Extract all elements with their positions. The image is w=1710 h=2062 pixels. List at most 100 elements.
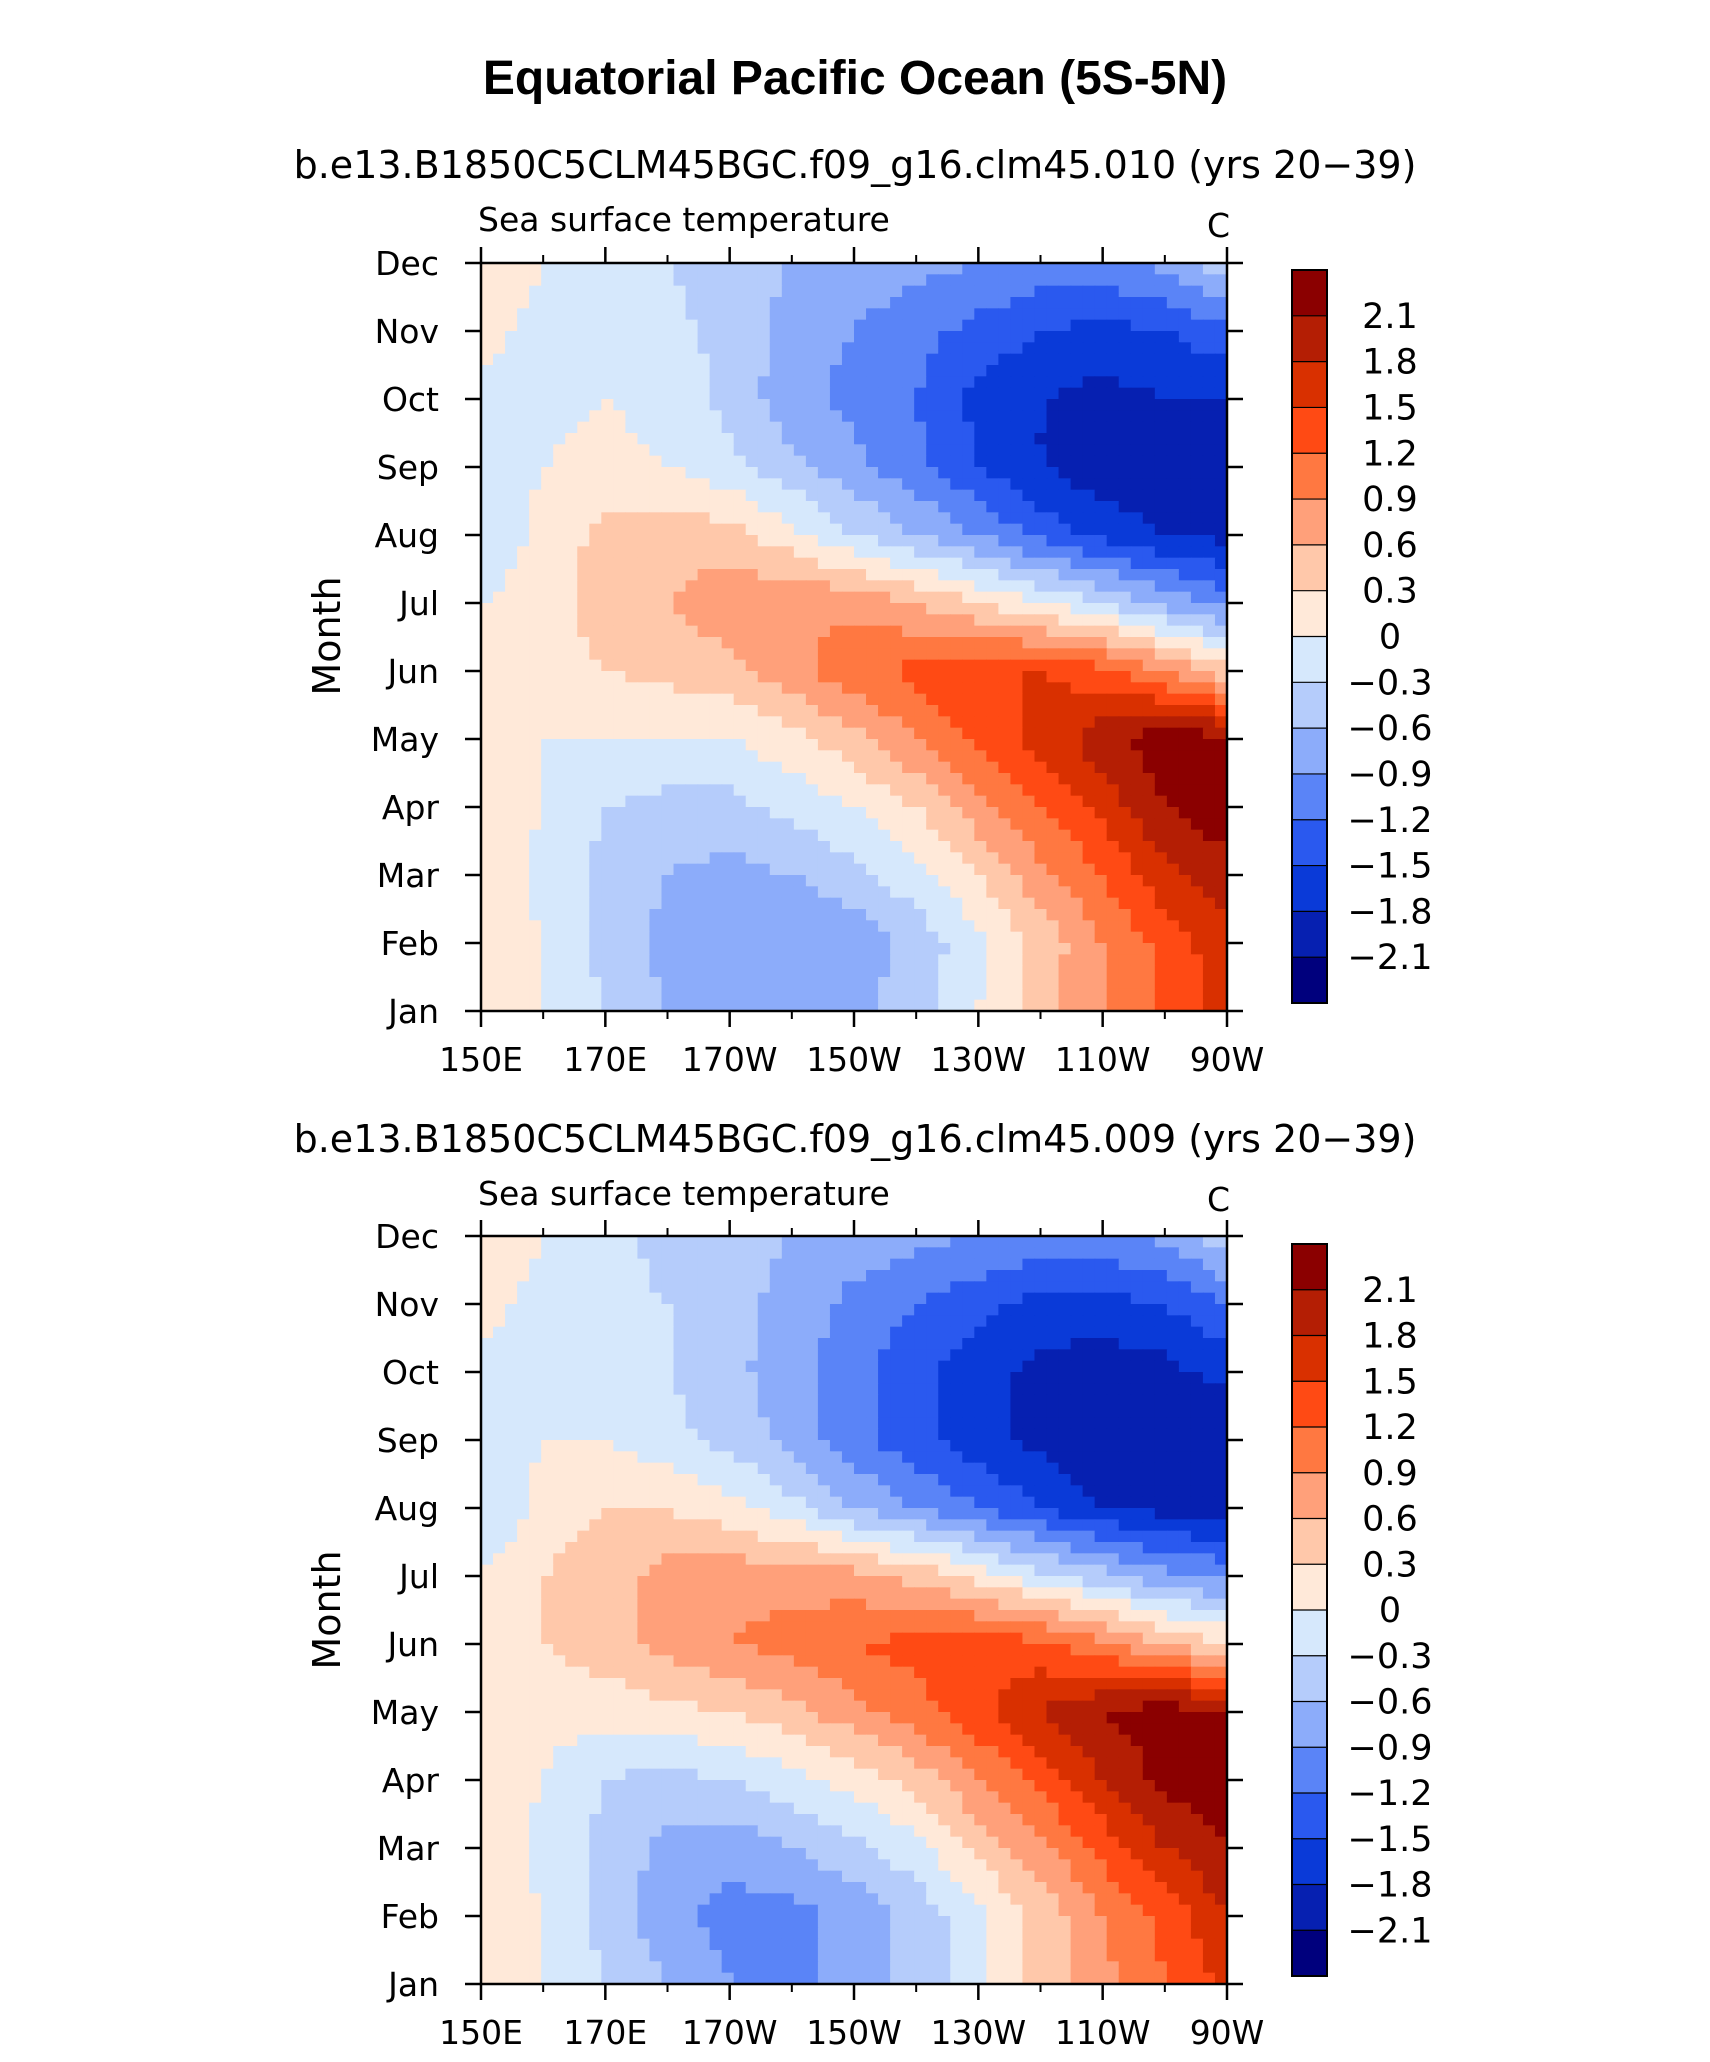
heatmap-cell (817, 512, 831, 525)
heatmap-cell (817, 1338, 831, 1350)
heatmap-cell (950, 1236, 963, 1248)
heatmap-cell (1142, 353, 1156, 366)
heatmap-cell (553, 603, 566, 615)
heatmap-cell (1022, 886, 1036, 899)
heatmap-cell (878, 1270, 891, 1282)
heatmap-cell (854, 807, 867, 819)
heatmap-cell (938, 387, 951, 400)
heatmap-cell (685, 546, 699, 559)
heatmap-cell (517, 353, 530, 366)
colorbar-swatch (1292, 682, 1327, 729)
heatmap-cell (938, 274, 951, 287)
heatmap-cell (493, 1338, 506, 1350)
heatmap-cell (1214, 421, 1228, 434)
heatmap-cell (950, 784, 963, 797)
heatmap-cell (637, 421, 651, 434)
heatmap-cell (733, 965, 747, 978)
heatmap-cell (1166, 999, 1180, 1012)
heatmap-cell (1214, 1292, 1228, 1305)
heatmap-cell (805, 727, 819, 740)
heatmap-cell (769, 648, 783, 661)
heatmap-cell (517, 920, 530, 933)
heatmap-cell (986, 727, 999, 740)
heatmap-cell (745, 954, 759, 967)
heatmap-cell (589, 852, 602, 865)
heatmap-cell (926, 897, 939, 910)
heatmap-cell (805, 920, 819, 933)
heatmap-cell (817, 875, 831, 887)
heatmap-cell (878, 999, 891, 1012)
heatmap-cell (541, 1258, 554, 1271)
heatmap-cell (745, 829, 759, 842)
heatmap-cell (1166, 1326, 1180, 1339)
heatmap-cell (493, 988, 506, 1001)
heatmap-cell (938, 501, 951, 513)
heatmap-cell (1046, 739, 1060, 751)
heatmap-cell (673, 943, 687, 955)
heatmap-cell (817, 1360, 831, 1373)
heatmap-cell (854, 909, 867, 921)
heatmap-cell (1022, 852, 1036, 865)
heatmap-cell (709, 818, 723, 831)
heatmap-cell (625, 784, 639, 797)
heatmap-cell (493, 943, 506, 955)
heatmap-cell (517, 1247, 530, 1260)
heatmap-cell (1094, 693, 1108, 706)
heatmap-cell (649, 625, 663, 638)
heatmap-cell (577, 455, 590, 468)
heatmap-cell (697, 467, 711, 479)
heatmap-cell (1142, 954, 1156, 967)
heatmap-cell (661, 1315, 675, 1328)
heatmap-cell (1130, 512, 1144, 525)
heatmap-cell (577, 931, 590, 944)
heatmap-cell (637, 841, 651, 853)
heatmap-cell (709, 637, 723, 649)
heatmap-cell (1010, 433, 1024, 445)
heatmap-cell (841, 1292, 855, 1305)
heatmap-cell (661, 1326, 675, 1339)
heatmap-cell (890, 478, 903, 491)
heatmap-cell (505, 387, 518, 400)
heatmap-cell (757, 886, 771, 899)
heatmap-cell (950, 1247, 963, 1260)
heatmap-cell (613, 705, 626, 717)
heatmap-cell (1034, 263, 1048, 275)
heatmap-cell (1094, 807, 1108, 819)
heatmap-cell (553, 727, 566, 740)
heatmap-cell (745, 1292, 759, 1305)
heatmap-cell (1130, 433, 1144, 445)
heatmap-cell (962, 705, 975, 717)
heatmap-cell (1142, 1236, 1156, 1248)
heatmap-cell (505, 399, 518, 411)
heatmap-cell (1178, 376, 1192, 389)
heatmap-cell (962, 920, 975, 933)
heatmap-cell (1082, 727, 1096, 740)
heatmap-cell (685, 659, 699, 672)
heatmap-cell (589, 773, 602, 785)
heatmap-cell (1178, 501, 1192, 513)
heatmap-cell (625, 399, 639, 411)
heatmap-cell (1130, 931, 1144, 944)
heatmap-cell (721, 818, 735, 831)
heatmap-cell (1214, 637, 1228, 649)
heatmap-cell (781, 546, 795, 559)
heatmap-cell (757, 591, 771, 604)
heatmap-cell (625, 818, 639, 831)
heatmap-cell (745, 523, 759, 536)
heatmap-cell (793, 535, 807, 547)
heatmap-cell (1154, 852, 1168, 865)
heatmap-cell (878, 512, 891, 525)
heatmap-cell (481, 648, 494, 661)
heatmap-cell (709, 1292, 723, 1305)
heatmap-cell (1058, 365, 1072, 377)
heatmap-cell (481, 410, 494, 423)
heatmap-cell (733, 557, 747, 570)
heatmap-cell (529, 523, 542, 536)
heatmap-cell (697, 1315, 711, 1328)
heatmap-cell (757, 376, 771, 389)
heatmap-cell (637, 1338, 651, 1350)
heatmap-cell (661, 308, 675, 321)
heatmap-cell (938, 614, 951, 627)
heatmap-cell (950, 1258, 963, 1271)
heatmap-cell (1130, 1270, 1144, 1282)
